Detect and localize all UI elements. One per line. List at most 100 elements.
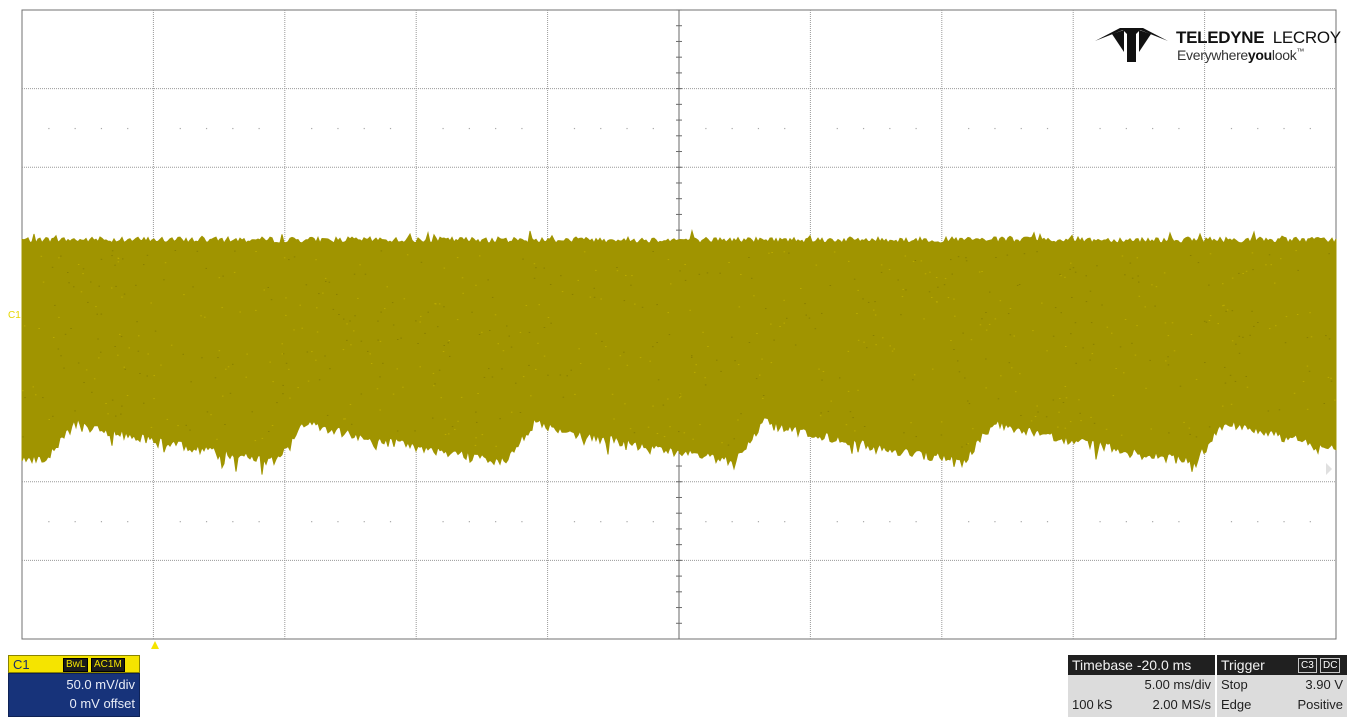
waveform-speckle (962, 332, 964, 334)
subgrid-dot (889, 521, 891, 523)
waveform-speckle (456, 257, 459, 259)
waveform-speckle (1164, 322, 1167, 324)
waveform-speckle (656, 304, 658, 306)
waveform-speckle (1217, 323, 1219, 325)
waveform-speckle (1078, 399, 1080, 401)
subgrid-dot (626, 521, 628, 523)
waveform-speckle (893, 348, 895, 350)
waveform-speckle (1189, 255, 1192, 256)
waveform-speckle (1306, 408, 1309, 410)
waveform-speckle (827, 410, 830, 412)
waveform-speckle (543, 267, 545, 269)
waveform-speckle (377, 320, 379, 322)
timebase-descriptor[interactable]: Timebase -20.0 ms 5.00 ms/div 100 kS 2.0… (1068, 655, 1215, 717)
waveform-speckle (281, 353, 284, 355)
waveform-speckle (1089, 290, 1092, 292)
waveform-speckle (1323, 403, 1325, 404)
waveform-speckle (1197, 262, 1200, 264)
waveform-speckle (105, 403, 107, 404)
volts-per-div: 50.0 mV/div (66, 677, 135, 692)
waveform-speckle (737, 419, 739, 421)
subgrid-dot (705, 521, 707, 523)
waveform-speckle (929, 271, 931, 273)
waveform-speckle (625, 275, 627, 276)
waveform-speckle (1101, 304, 1103, 306)
waveform-speckle (857, 389, 859, 391)
waveform-speckle (22, 390, 24, 392)
waveform-speckle (1209, 315, 1212, 317)
waveform-speckle (1096, 265, 1098, 267)
waveform-speckle (1270, 264, 1272, 266)
waveform-speckle (519, 412, 522, 413)
waveform-speckle (1165, 360, 1167, 362)
waveform-speckle (67, 272, 69, 273)
waveform-speckle (499, 418, 501, 420)
subgrid-dot (521, 521, 523, 523)
waveform-speckle (288, 259, 290, 261)
waveform-speckle (114, 346, 116, 347)
waveform-speckle (985, 387, 987, 389)
trigger-mode: Stop (1221, 677, 1248, 692)
trigger-level-marker (1326, 463, 1332, 475)
trigger-settings: Stop 3.90 V Edge Positive (1217, 675, 1347, 717)
waveform-speckle (1089, 359, 1091, 361)
waveform-speckle (1074, 322, 1077, 324)
waveform-speckle (1137, 275, 1139, 277)
waveform-speckle (506, 325, 508, 327)
waveform-speckle (269, 361, 271, 363)
subgrid-dot (1020, 521, 1022, 523)
waveform-speckle (164, 262, 167, 264)
waveform-speckle (222, 395, 224, 397)
waveform-speckle (100, 313, 103, 315)
waveform-speckle (768, 252, 770, 254)
waveform-speckle (400, 337, 402, 339)
waveform-speckle (166, 418, 169, 420)
waveform-speckle (656, 433, 659, 434)
waveform-speckle (1295, 250, 1297, 252)
waveform-speckle (136, 321, 138, 323)
waveform-speckle (1064, 386, 1067, 387)
waveform-speckle (117, 261, 120, 263)
waveform-speckle (979, 324, 982, 326)
waveform-speckle (360, 393, 363, 395)
waveform-speckle (647, 426, 650, 428)
waveform-speckle (891, 350, 894, 352)
waveform-speckle (1037, 411, 1039, 413)
waveform-speckle (38, 328, 40, 329)
waveform-speckle (305, 284, 308, 286)
waveform-speckle (251, 411, 253, 413)
waveform-speckle (261, 437, 264, 439)
waveform-speckle (379, 376, 381, 378)
waveform-speckle (255, 309, 257, 311)
waveform-speckle (82, 273, 84, 275)
waveform-speckle (270, 299, 273, 301)
subgrid-dot (1020, 127, 1022, 130)
waveform-speckle (68, 282, 70, 284)
waveform-speckle (449, 355, 451, 357)
waveform-speckle (325, 280, 327, 282)
waveform-speckle (58, 316, 60, 318)
waveform-speckle (419, 321, 421, 323)
waveform-speckle (740, 413, 742, 415)
waveform-speckle (1306, 365, 1309, 367)
waveform-speckle (820, 412, 822, 414)
waveform-speckle (770, 362, 773, 364)
waveform-speckle (1009, 308, 1012, 309)
logo-tagline-mark: ™ (1296, 47, 1304, 56)
waveform-speckle (1070, 262, 1072, 264)
waveform-speckle (380, 250, 383, 252)
waveform-speckle (762, 395, 765, 396)
waveform-speckle (1325, 335, 1327, 337)
subgrid-dot (731, 521, 733, 523)
waveform-speckle (22, 436, 24, 438)
waveform-speckle (872, 335, 875, 336)
trigger-descriptor[interactable]: Trigger C3 DC Stop 3.90 V Edge Positive (1217, 655, 1347, 717)
channel-1-descriptor[interactable]: C1 BwL AC1M 50.0 mV/div 0 mV offset (8, 655, 140, 717)
waveform-speckle (1134, 354, 1137, 356)
waveform-speckle (424, 332, 426, 334)
waveform-speckle (510, 411, 513, 413)
waveform-speckle (652, 346, 654, 348)
waveform-speckle (40, 255, 43, 257)
waveform-speckle (533, 263, 536, 265)
waveform-speckle (316, 307, 318, 309)
